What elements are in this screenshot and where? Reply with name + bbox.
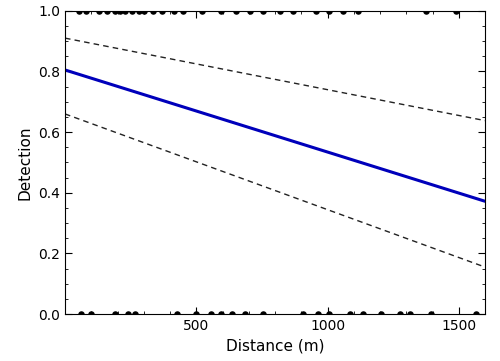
Point [128, 8, 136, 14]
Point [198, 8, 205, 14]
Point [111, 8, 119, 14]
Point [130, 311, 138, 317]
Point [396, 311, 404, 317]
Point [325, 8, 333, 14]
Point [158, 8, 166, 14]
Point [314, 311, 322, 317]
Point [259, 8, 267, 14]
Point [406, 311, 414, 317]
Point [325, 311, 333, 317]
Point [122, 8, 130, 14]
Point [111, 311, 119, 317]
Point [76, 8, 84, 14]
Point [472, 311, 480, 317]
Y-axis label: Detection: Detection [18, 125, 32, 200]
Point [298, 311, 306, 317]
Point [149, 8, 157, 14]
Point [77, 311, 85, 317]
Point [359, 311, 367, 317]
Point [82, 8, 90, 14]
Point [228, 311, 235, 317]
Point [172, 311, 180, 317]
Point [427, 311, 435, 317]
Point [339, 8, 347, 14]
Point [378, 311, 386, 317]
Point [346, 311, 354, 317]
Point [422, 8, 430, 14]
Point [192, 311, 200, 317]
Point [217, 311, 225, 317]
Point [170, 8, 178, 14]
Point [246, 8, 254, 14]
Point [140, 8, 148, 14]
X-axis label: Distance (m): Distance (m) [226, 339, 324, 353]
Point [452, 8, 460, 14]
Point [354, 8, 362, 14]
Point [217, 8, 225, 14]
Point [241, 311, 249, 317]
Point [312, 8, 320, 14]
Point [116, 8, 124, 14]
Point [179, 8, 187, 14]
Point [134, 8, 142, 14]
Point [276, 8, 284, 14]
Point [290, 8, 298, 14]
Point [103, 8, 111, 14]
Point [206, 311, 214, 317]
Point [87, 311, 95, 317]
Point [232, 8, 239, 14]
Point [259, 311, 267, 317]
Point [95, 8, 103, 14]
Point [124, 311, 132, 317]
